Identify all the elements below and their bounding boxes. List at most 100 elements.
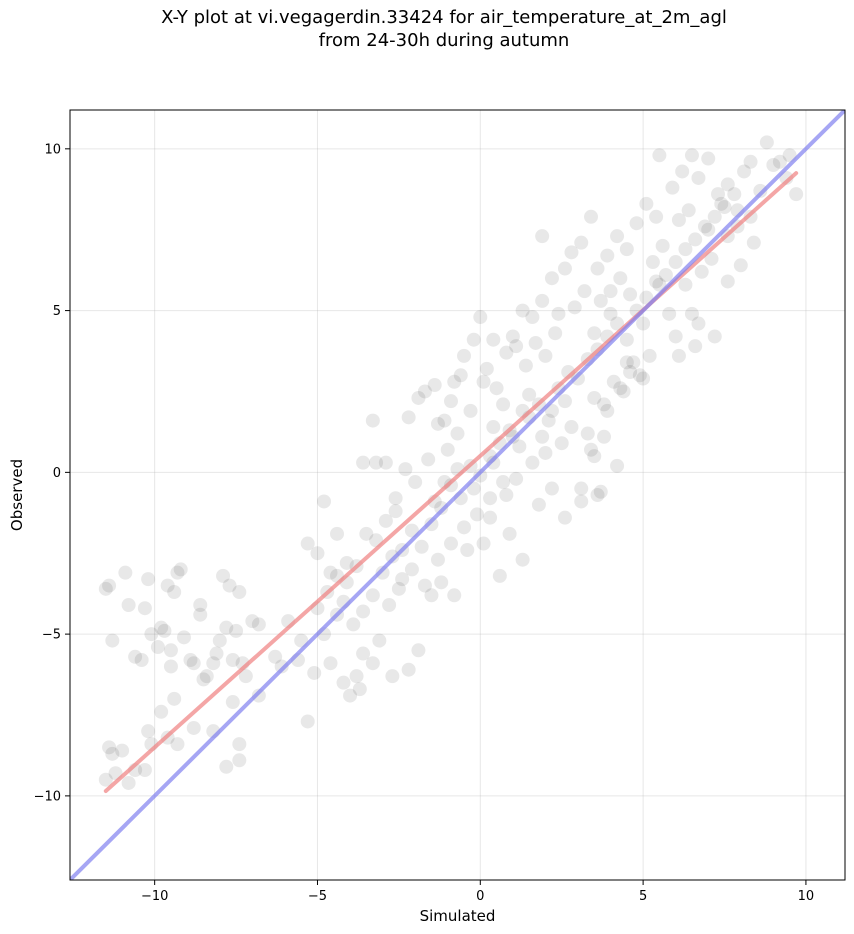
grid	[70, 110, 845, 880]
data-point	[385, 549, 400, 564]
data-point	[118, 565, 133, 580]
data-point	[378, 513, 393, 528]
data-point	[137, 763, 152, 777]
data-point	[378, 455, 393, 470]
data-point	[707, 209, 722, 224]
data-point	[492, 568, 507, 583]
data-point	[186, 720, 201, 735]
data-point	[691, 316, 706, 331]
data-point	[574, 481, 589, 496]
data-point	[665, 180, 680, 195]
data-point	[603, 284, 618, 299]
data-point	[232, 737, 247, 752]
data-point	[551, 306, 566, 321]
x-tick-label: 10	[798, 889, 815, 904]
data-point	[603, 306, 618, 321]
data-point	[531, 497, 546, 512]
data-point	[590, 261, 605, 276]
data-point	[544, 271, 559, 286]
data-point	[375, 565, 390, 580]
x-tick-label: 0	[476, 889, 484, 904]
data-point	[466, 332, 481, 347]
data-point	[509, 471, 524, 486]
data-point	[401, 662, 416, 677]
data-point	[346, 617, 361, 632]
data-point	[486, 420, 501, 435]
data-point	[463, 403, 478, 418]
data-point	[479, 361, 494, 376]
x-axis-label: Simulated	[420, 907, 496, 925]
data-point	[528, 335, 543, 350]
data-point	[206, 656, 221, 671]
data-point	[225, 695, 240, 710]
data-point	[391, 581, 406, 596]
x-tick-label: 5	[639, 889, 647, 904]
data-point	[639, 196, 654, 211]
y-tick-label: 0	[53, 466, 61, 481]
y-tick-label: 5	[53, 304, 61, 319]
data-point	[610, 316, 625, 331]
data-point	[538, 348, 553, 363]
data-point	[688, 339, 703, 354]
data-point	[606, 374, 621, 389]
data-point	[522, 387, 537, 402]
data-point	[372, 633, 387, 648]
data-point	[121, 598, 136, 612]
data-point	[173, 562, 188, 577]
data-point	[160, 578, 175, 593]
data-point	[649, 209, 664, 224]
data-point	[193, 607, 208, 622]
data-point	[473, 310, 488, 325]
data-point	[512, 439, 527, 454]
data-point	[691, 170, 706, 185]
data-point	[681, 203, 696, 218]
data-point	[232, 753, 247, 768]
data-point	[557, 394, 572, 409]
data-point	[753, 183, 768, 198]
data-point	[548, 326, 563, 341]
data-point	[567, 300, 582, 315]
data-point	[587, 449, 602, 464]
data-point	[580, 426, 595, 441]
data-point	[128, 649, 143, 664]
data-point	[154, 620, 169, 635]
data-point	[489, 381, 504, 396]
data-point	[219, 759, 234, 774]
data-point	[216, 568, 231, 583]
data-point	[229, 623, 244, 638]
data-point	[610, 458, 625, 473]
data-point	[587, 390, 602, 405]
data-point	[430, 416, 445, 431]
data-point	[541, 413, 556, 428]
data-point	[570, 371, 585, 386]
data-point	[356, 455, 371, 470]
regression-line	[103, 171, 799, 794]
data-point	[600, 248, 615, 263]
data-point	[538, 445, 553, 460]
data-point	[733, 258, 748, 273]
data-point	[593, 293, 608, 308]
data-point	[440, 442, 455, 457]
data-point	[626, 355, 641, 370]
data-point	[193, 598, 208, 612]
data-point	[684, 306, 699, 321]
data-point	[251, 688, 266, 703]
data-point	[678, 242, 693, 257]
data-point	[225, 653, 240, 667]
data-point	[414, 539, 429, 554]
data-point	[365, 413, 380, 428]
data-point	[450, 426, 465, 441]
data-point	[610, 229, 625, 244]
data-point	[163, 643, 178, 658]
data-point	[222, 578, 237, 593]
data-point	[509, 339, 524, 354]
data-point	[632, 368, 647, 383]
data-point	[141, 572, 156, 587]
data-point	[619, 332, 634, 347]
data-point	[470, 507, 485, 522]
data-point	[196, 672, 211, 687]
data-point	[496, 397, 511, 412]
data-point	[443, 394, 458, 409]
data-point	[424, 517, 439, 532]
data-point	[636, 316, 651, 331]
